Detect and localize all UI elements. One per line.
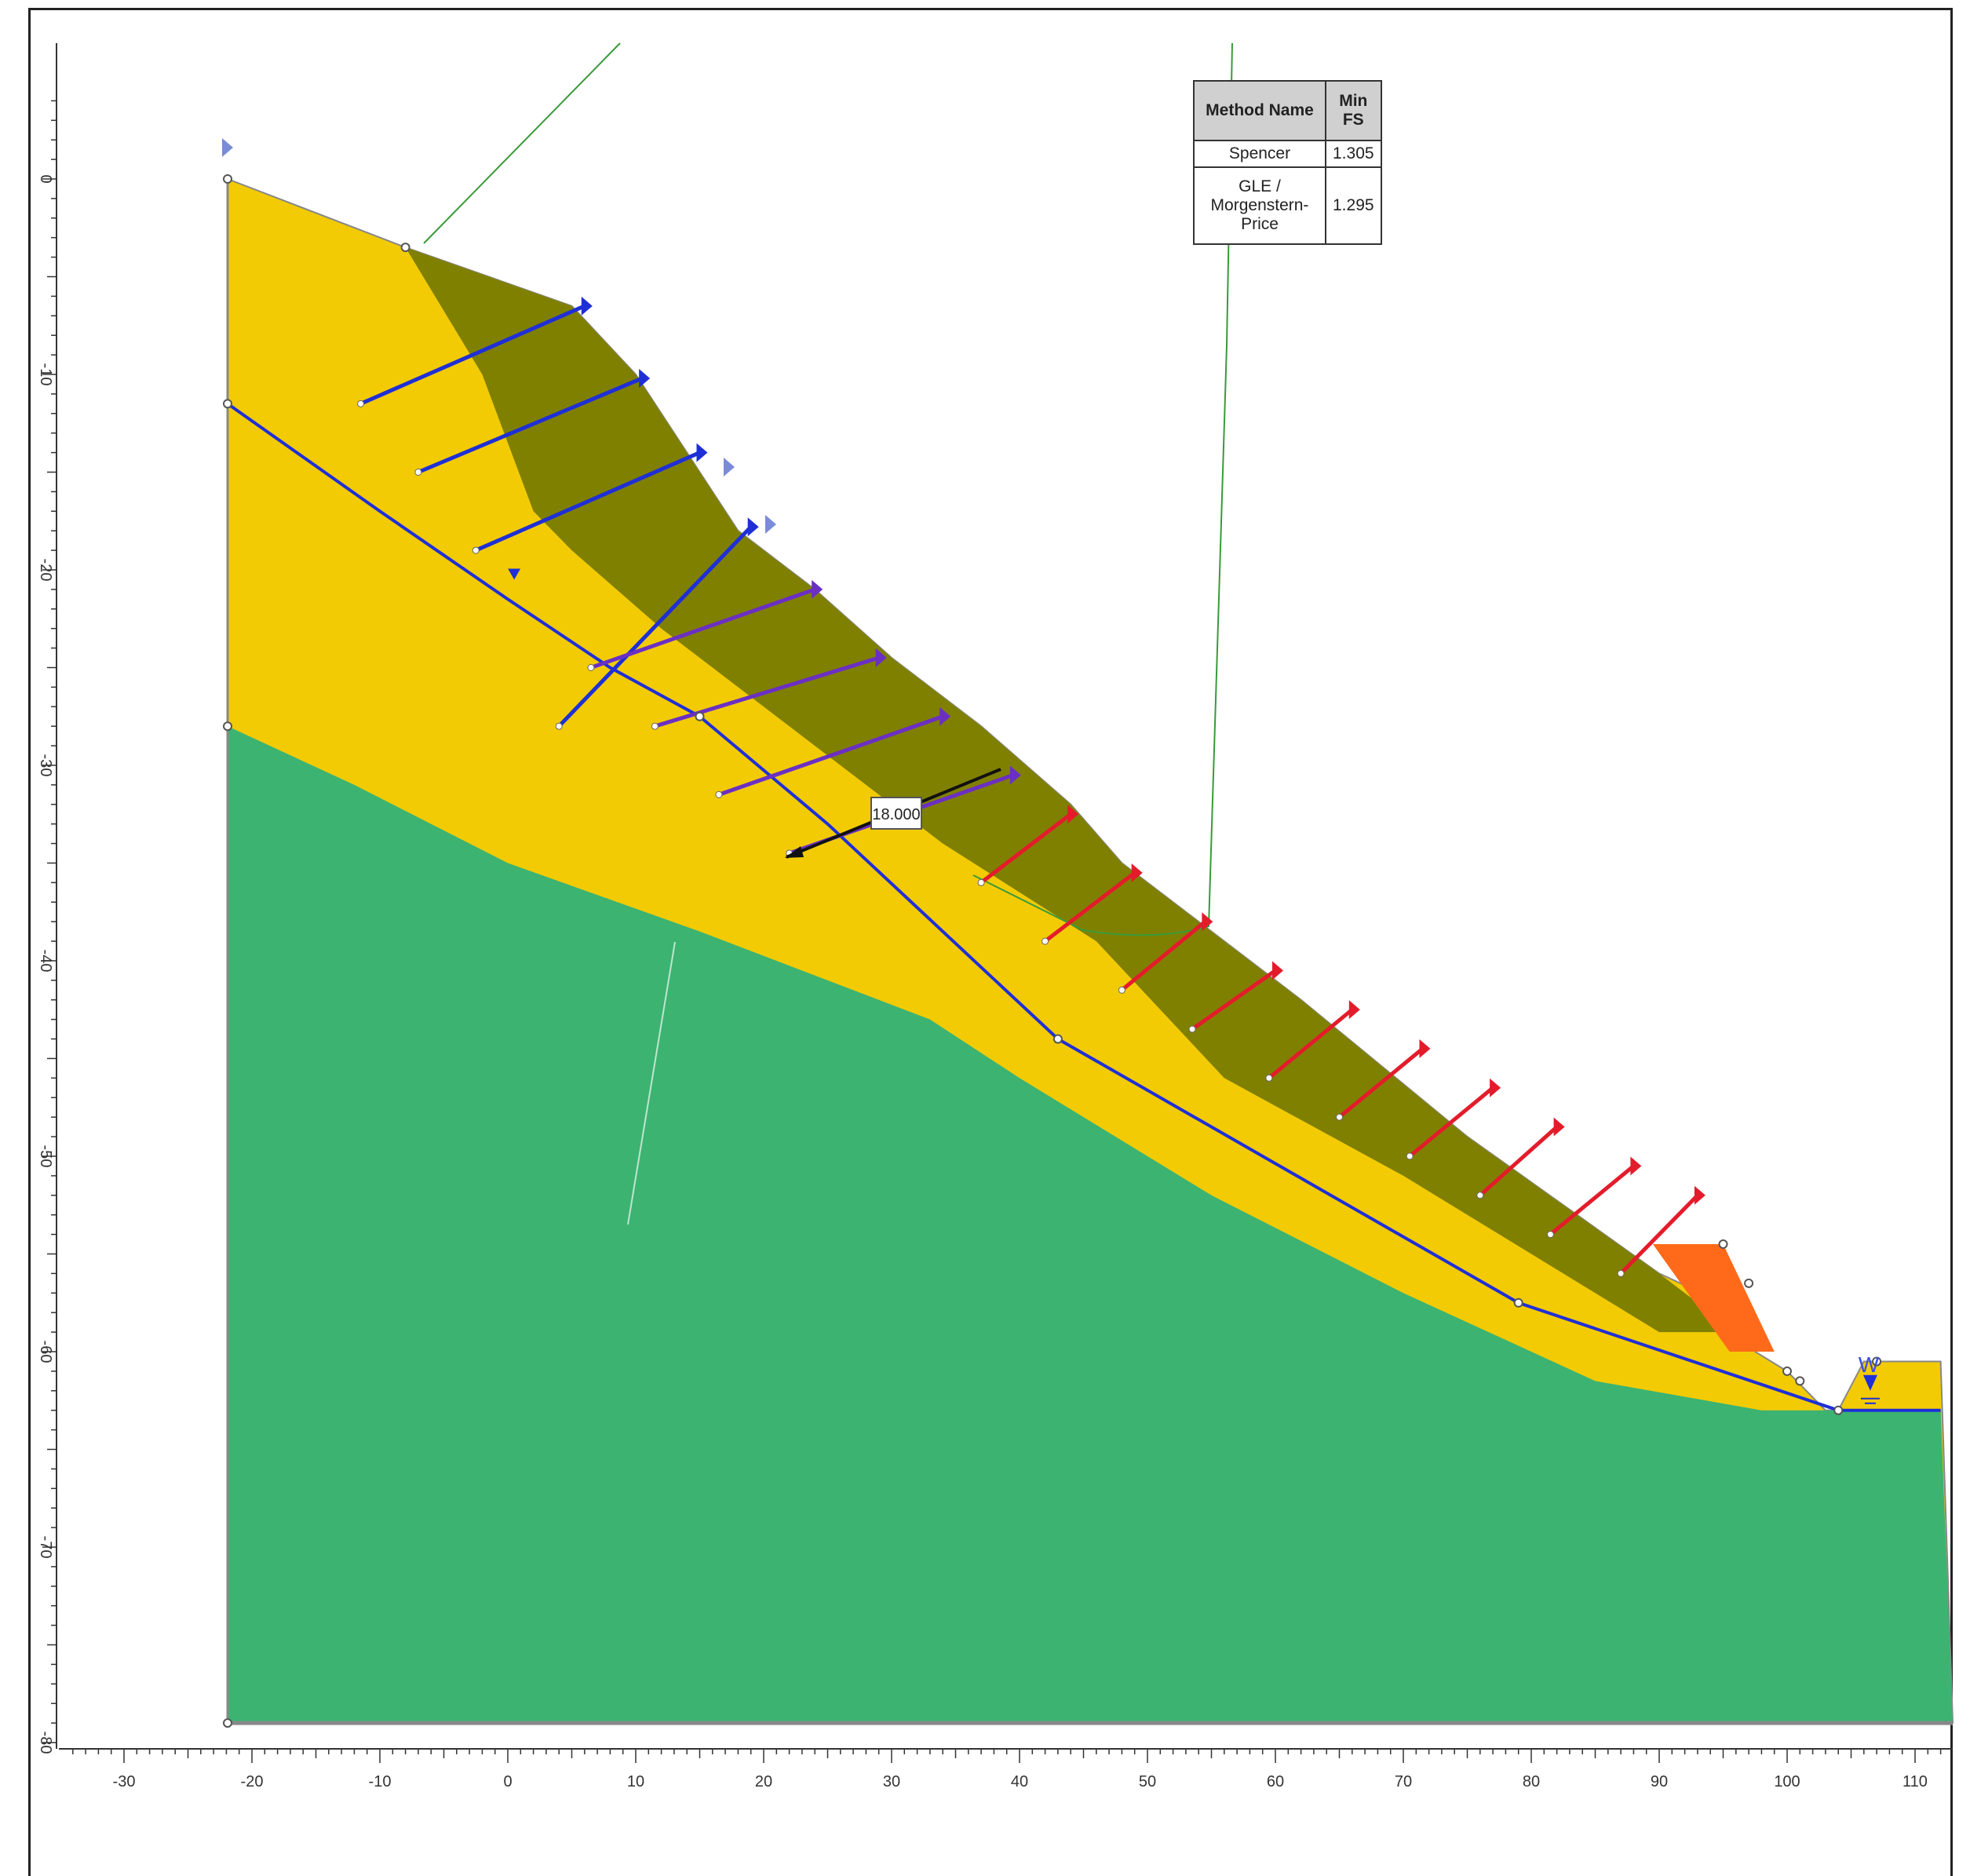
- fs-gle-morgenstern-price: 1.295: [1326, 167, 1381, 244]
- y-tick-label: -30: [37, 754, 54, 777]
- purple-anchor-2-end: [651, 723, 658, 729]
- red-anchor-8-head: [1554, 1118, 1565, 1137]
- blue-anchor-4-end: [556, 723, 562, 729]
- y-tick-label: -50: [37, 1145, 54, 1168]
- purple-anchor-3-end: [716, 791, 722, 797]
- results-row-gle: GLE / Morgenstern-Price 1.295: [1194, 167, 1381, 244]
- blue-anchor-3-end: [472, 547, 479, 553]
- header-method-name: Method Name: [1194, 81, 1326, 141]
- y-tick-label: -60: [37, 1341, 54, 1363]
- vertex-9: [1745, 1279, 1753, 1287]
- y-tick-label: 0: [37, 174, 54, 183]
- y-tick-label: -80: [37, 1732, 54, 1754]
- x-tick-label: 30: [883, 1773, 900, 1790]
- red-anchor-10-head: [1695, 1186, 1706, 1205]
- vertex-11: [1796, 1377, 1804, 1385]
- red-anchor-5-end: [1266, 1075, 1272, 1081]
- y-tick-label: -70: [37, 1536, 54, 1559]
- vertex-7: [1515, 1299, 1523, 1307]
- results-table: Method Name Min FS Spencer 1.305 GLE / M…: [1193, 80, 1382, 245]
- fs-spencer: 1.305: [1326, 141, 1381, 167]
- y-tick-label: -20: [37, 559, 54, 582]
- x-tick-label: 80: [1523, 1773, 1540, 1790]
- red-anchor-8-end: [1477, 1192, 1483, 1199]
- x-tick-label: 90: [1651, 1773, 1668, 1790]
- x-tick-label: -10: [369, 1773, 392, 1790]
- blue-anchor-4-head: [748, 517, 759, 536]
- red-anchor-10-end: [1618, 1270, 1624, 1276]
- vertex-2: [402, 243, 410, 251]
- x-tick-label: 0: [503, 1773, 512, 1790]
- x-tick-label: 50: [1139, 1773, 1156, 1790]
- red-anchor-4-end: [1189, 1026, 1195, 1032]
- red-anchor-3-end: [1118, 987, 1125, 993]
- x-tick-label: 40: [1011, 1773, 1028, 1790]
- vertex-14: [224, 1719, 232, 1727]
- red-anchor-9-end: [1547, 1232, 1553, 1238]
- red-anchor-9-head: [1630, 1156, 1641, 1175]
- x-tick-label: 110: [1903, 1773, 1928, 1790]
- boundary-flag-2: [724, 458, 735, 476]
- red-anchor-5-head: [1349, 1000, 1360, 1019]
- x-tick-label: 10: [627, 1773, 644, 1790]
- boundary-flag-3: [765, 515, 776, 534]
- results-row-spencer: Spencer 1.305: [1194, 141, 1381, 167]
- boundary-flag-1: [222, 138, 233, 157]
- guide-line-left: [424, 43, 620, 243]
- blue-anchor-2-head: [639, 369, 650, 388]
- red-anchor-6-head: [1419, 1039, 1430, 1058]
- vertex-6: [1054, 1035, 1062, 1043]
- x-tick-label: 70: [1395, 1773, 1412, 1790]
- vertex-1: [224, 175, 232, 183]
- blue-anchor-3-head: [697, 443, 708, 462]
- water-label: W: [1859, 1352, 1880, 1377]
- y-tick-label: -10: [37, 363, 54, 386]
- vertex-12: [1834, 1407, 1842, 1414]
- vertex-10: [1783, 1367, 1791, 1375]
- method-spencer: Spencer: [1194, 141, 1326, 167]
- x-tick-label: -30: [113, 1773, 136, 1790]
- red-anchor-2-end: [1042, 938, 1049, 944]
- x-tick-label: 60: [1267, 1773, 1284, 1790]
- red-anchor-6-end: [1337, 1114, 1343, 1120]
- soil-regions: [228, 179, 1953, 1723]
- vertex-8: [1720, 1240, 1727, 1248]
- blue-anchor-1-head: [582, 297, 593, 316]
- red-anchor-1-end: [978, 879, 984, 885]
- vertex-4: [224, 722, 232, 730]
- blue-anchor-2-end: [415, 469, 421, 476]
- vertex-3: [224, 400, 232, 407]
- dimension-label: 18.000: [872, 806, 920, 823]
- x-tick-label: 20: [755, 1773, 772, 1790]
- x-tick-label: -20: [241, 1773, 264, 1790]
- vertex-5: [696, 713, 704, 721]
- x-tick-label: 100: [1774, 1773, 1800, 1790]
- red-anchor-9: [1550, 1166, 1633, 1234]
- y-tick-label: -40: [37, 950, 54, 973]
- red-anchor-4-head: [1272, 961, 1283, 980]
- header-min-fs: Min FS: [1326, 81, 1381, 141]
- blue-anchor-1-end: [358, 400, 364, 407]
- results-header-row: Method Name Min FS: [1194, 81, 1381, 141]
- red-anchor-7-end: [1406, 1153, 1413, 1159]
- red-anchor-7-head: [1490, 1079, 1501, 1097]
- purple-anchor-1-end: [588, 665, 594, 671]
- method-gle-morgenstern-price: GLE / Morgenstern-Price: [1194, 167, 1326, 244]
